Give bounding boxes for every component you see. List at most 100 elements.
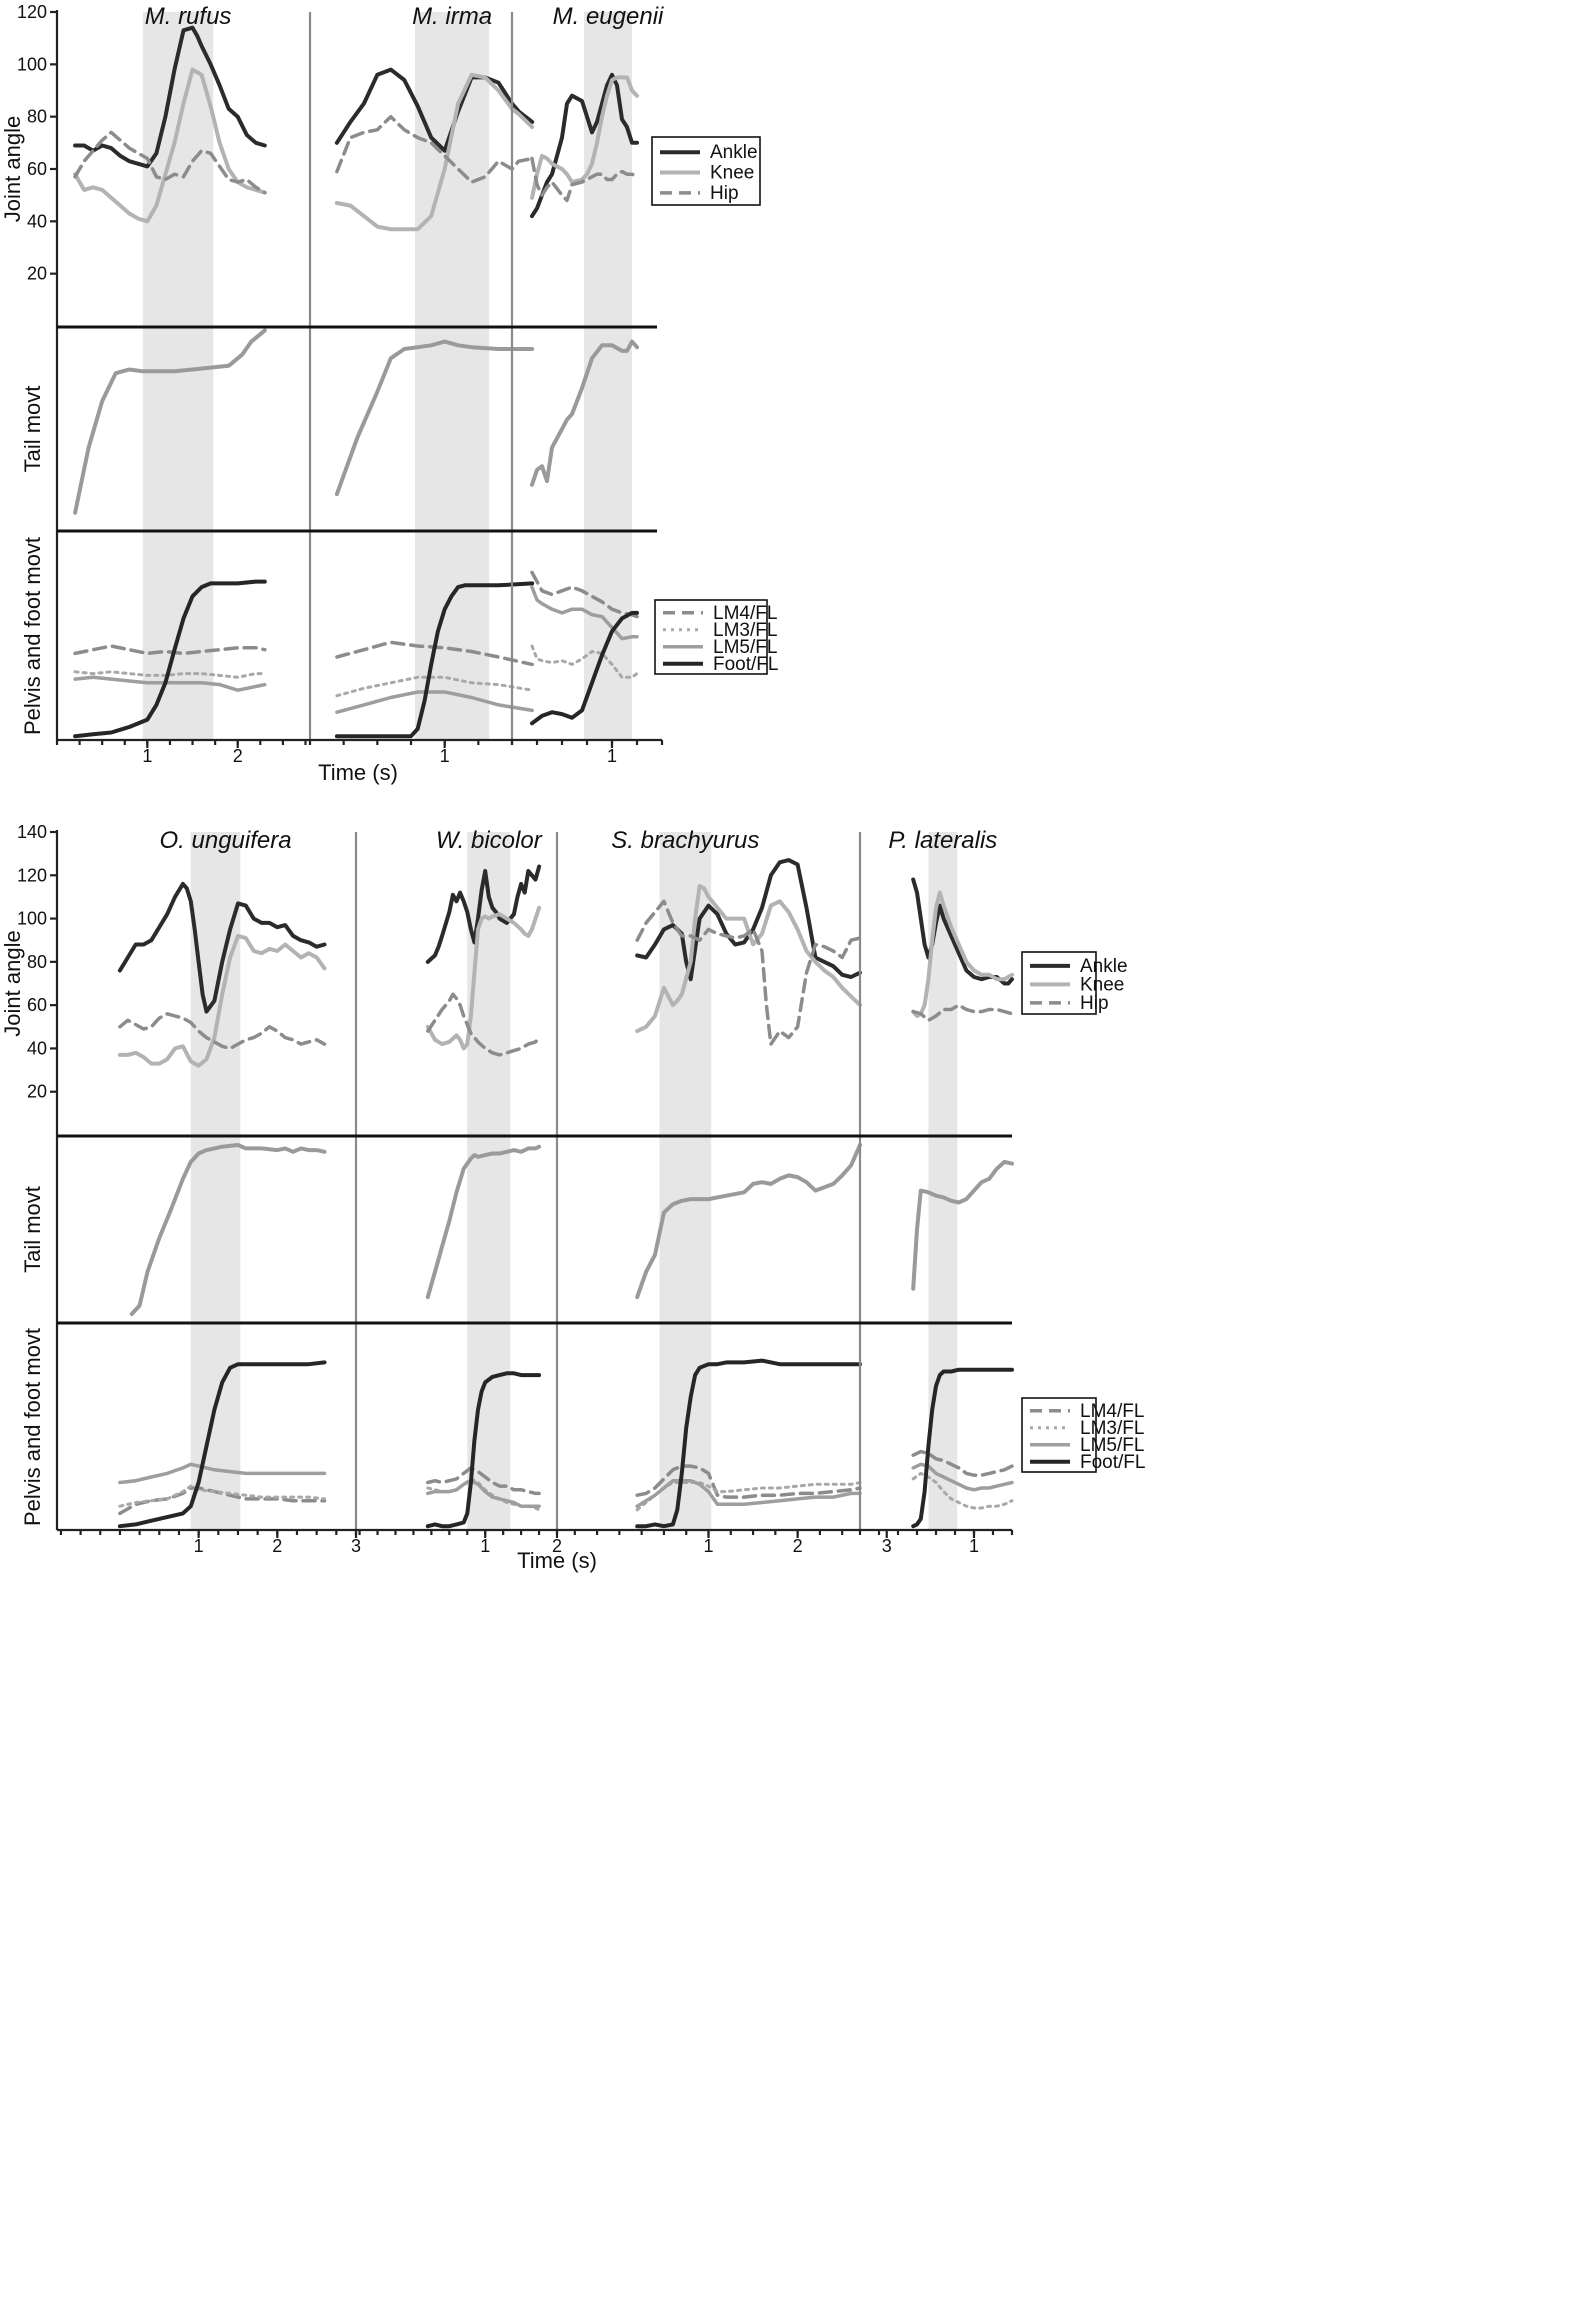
series-line-joint-hip xyxy=(118,1012,327,1051)
y-tick-label: 100 xyxy=(17,909,47,929)
y-tick-label: 120 xyxy=(17,865,47,885)
x-axis-label: Time (s) xyxy=(517,1548,597,1573)
series-line-joint-knee xyxy=(334,72,535,232)
series-line-joint-knee xyxy=(635,884,862,1034)
x-tick-label: 1 xyxy=(969,1536,979,1556)
series-line-tail-tail xyxy=(73,328,267,515)
series-line-joint-hip xyxy=(635,899,862,1046)
series-line-pelvis-lm5-fl xyxy=(426,1478,541,1508)
series-line-joint-knee xyxy=(530,75,639,200)
panel-s-brachyurus: S. brachyurus 1 2 3 xyxy=(573,827,892,1556)
legend-label-lm3-fl: LM3/FL xyxy=(1080,1418,1144,1439)
series-line-joint-knee xyxy=(425,905,542,1051)
legend-label-ankle: Ankle xyxy=(1080,956,1128,977)
legend-label-lm4-fl: LM4/FL xyxy=(1080,1401,1144,1422)
legend-label-knee: Knee xyxy=(1080,974,1124,995)
series-line-joint-hip xyxy=(911,1003,1014,1023)
series-line-joint-ankle xyxy=(334,67,535,153)
legend-item-lm4-fl: LM4/FL xyxy=(1030,1401,1144,1422)
y-tick-label: 80 xyxy=(27,952,47,972)
panel-o-unguifera: O. unguifera 1 2 3 xyxy=(59,827,361,1556)
x-axis-label: Time (s) xyxy=(318,760,398,785)
series-line-joint-ankle xyxy=(117,881,327,1014)
series-line-tail-tail xyxy=(530,339,639,487)
series-line-pelvis-lm5-fl xyxy=(73,675,267,692)
y-tick-label: 60 xyxy=(27,159,47,179)
legend-item-foot-fl: Foot/FL xyxy=(663,654,778,675)
series-line-tail-tail xyxy=(425,1144,542,1300)
panel-p-lateralis: P. lateralis 1 xyxy=(858,827,1014,1556)
series-line-joint-hip xyxy=(530,156,639,203)
series-line-tail-tail xyxy=(635,1143,862,1300)
series-line-pelvis-lm5-fl xyxy=(335,690,534,714)
panel-title: P. lateralis xyxy=(888,827,997,854)
x-tick-label: 3 xyxy=(882,1536,892,1556)
y-tick-label: 20 xyxy=(27,1082,47,1102)
series-line-pelvis-lm3-fl xyxy=(73,670,267,679)
legend-label-hip: Hip xyxy=(710,183,739,204)
series-line-pelvis-foot-fl xyxy=(334,581,535,739)
panel-m-eugenii: M. eugenii 1 xyxy=(510,3,664,766)
panel-m-rufus: M. rufus 1 2 xyxy=(55,3,307,766)
legend-label-lm5-fl: LM5/FL xyxy=(713,637,777,658)
series-line-joint-hip xyxy=(426,992,541,1057)
series-line-joint-knee xyxy=(73,67,267,224)
series-line-pelvis-foot-fl xyxy=(117,1360,327,1529)
series-line-pelvis-lm5-fl xyxy=(911,1462,1014,1492)
y-tick-label: 60 xyxy=(27,995,47,1015)
panel-title: M. rufus xyxy=(145,3,232,30)
x-tick-label: 1 xyxy=(703,1536,713,1556)
panel-title: M. eugenii xyxy=(553,3,664,30)
legend-item-lm4-fl: LM4/FL xyxy=(663,603,777,624)
panel-title: S. brachyurus xyxy=(611,827,759,854)
panel-title: W. bicolor xyxy=(436,827,543,854)
series-line-joint-hip xyxy=(73,130,267,195)
series-line-pelvis-foot-fl xyxy=(73,579,267,739)
x-tick-label: 1 xyxy=(194,1536,204,1556)
series-line-pelvis-lm3-fl xyxy=(118,1484,326,1508)
legend-item-lm5-fl: LM5/FL xyxy=(663,637,777,658)
series-line-pelvis-foot-fl xyxy=(530,610,639,726)
legend-label-lm3-fl: LM3/FL xyxy=(713,620,777,641)
series-line-pelvis-foot-fl xyxy=(635,1358,862,1529)
y-tick-label: 40 xyxy=(27,211,47,231)
legend-label-ankle: Ankle xyxy=(710,142,758,163)
y-axis-label: Pelvis and foot movt xyxy=(20,537,45,735)
y-tick-label: 120 xyxy=(17,2,47,22)
legend-label-foot-fl: Foot/FL xyxy=(1080,1452,1145,1473)
legend-item-ankle: Ankle xyxy=(660,142,758,163)
y-tick-label: 140 xyxy=(17,822,47,842)
legend-item-ankle: Ankle xyxy=(1030,956,1128,977)
x-tick-label: 1 xyxy=(142,746,152,766)
series-line-pelvis-foot-fl xyxy=(911,1367,1014,1529)
series-line-tail-tail xyxy=(334,339,535,497)
legend-label-lm4-fl: LM4/FL xyxy=(713,603,777,624)
panel-m-irma: M. irma 1 xyxy=(308,3,535,766)
x-tick-label: 2 xyxy=(272,1536,282,1556)
series-line-joint-ankle xyxy=(73,25,267,169)
series-line-pelvis-lm4-fl xyxy=(335,640,534,667)
legend-item-lm3-fl: LM3/FL xyxy=(1030,1418,1144,1439)
series-line-pelvis-lm5-fl xyxy=(635,1478,862,1508)
series-line-pelvis-lm3-fl xyxy=(530,644,639,679)
series-line-joint-knee xyxy=(117,933,327,1068)
legend-item-knee: Knee xyxy=(660,163,754,184)
x-tick-label: 1 xyxy=(607,746,617,766)
y-tick-label: 20 xyxy=(27,264,47,284)
legend-label-hip: Hip xyxy=(1080,993,1109,1014)
series-line-joint-ankle xyxy=(425,864,542,964)
series-line-tail-tail xyxy=(911,1159,1014,1291)
series-line-pelvis-lm4-fl xyxy=(530,570,639,619)
series-line-joint-knee xyxy=(911,890,1014,1018)
x-tick-label: 3 xyxy=(351,1536,361,1556)
y-tick-label: 80 xyxy=(27,107,47,127)
series-line-pelvis-lm5-fl xyxy=(530,585,639,641)
legend-item-knee: Knee xyxy=(1030,974,1124,995)
series-line-pelvis-lm5-fl xyxy=(118,1462,327,1485)
y-axis-label: Tail movt xyxy=(20,1186,45,1273)
